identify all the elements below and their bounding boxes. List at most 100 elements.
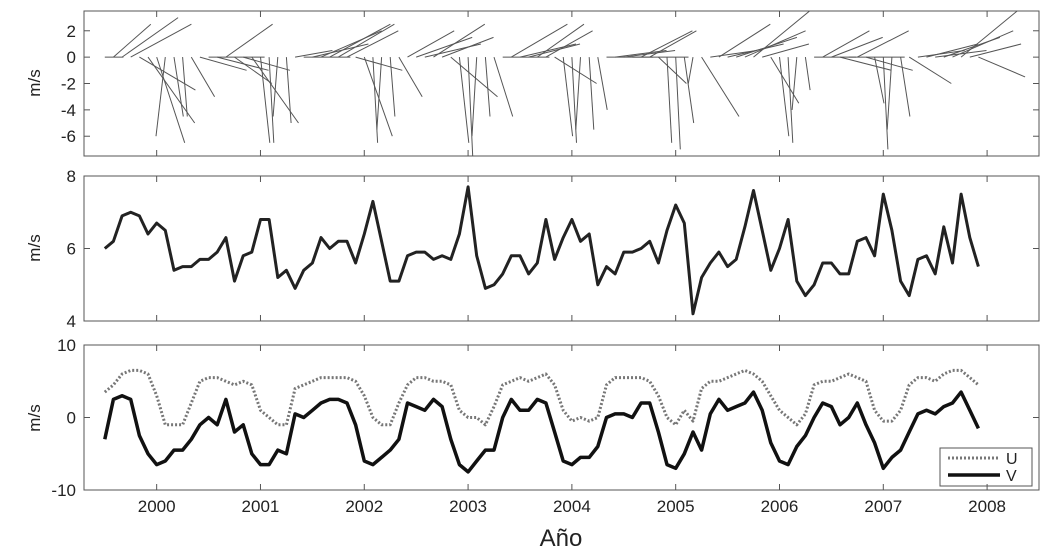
vector-stick (908, 56, 952, 84)
vector-stick (687, 57, 694, 84)
vector-stick (960, 11, 1018, 58)
vector-stick (519, 43, 577, 58)
vector-stick (320, 30, 382, 58)
vector-stick (493, 56, 514, 117)
vector-stick (243, 56, 291, 71)
vector-panel: 2 0 -2 -4 -6 m/s (25, 10, 1040, 157)
vector-stick (804, 57, 811, 91)
vector-stick (407, 30, 455, 58)
components-y-tick-label: 10 (57, 336, 76, 355)
x-tick-label: 2000 (138, 497, 176, 516)
vector-stick (260, 57, 271, 143)
vectors-y-tick-label: -2 (61, 75, 76, 94)
vector-stick (865, 56, 913, 71)
speed-y-tick-label: 4 (67, 312, 76, 331)
vector-stick (329, 23, 391, 58)
vector-stick (753, 11, 810, 58)
vector-stick (130, 23, 192, 58)
vector-stick (649, 30, 697, 58)
vector-stick (389, 57, 396, 117)
vectors-y-tick-label: 0 (67, 48, 76, 67)
speed-y-tick-label: 6 (67, 240, 76, 259)
vector-stick (575, 57, 581, 130)
v-series-line (103, 390, 980, 474)
vector-stick (363, 56, 393, 137)
vector-stick (511, 23, 568, 58)
vector-stick (882, 57, 889, 150)
vector-stick (139, 56, 196, 91)
vector-stick (787, 57, 794, 143)
x-tick-label: 2004 (553, 497, 591, 516)
vector-stick (640, 30, 693, 58)
components-y-ticks: 10 0 -10 (51, 336, 1039, 500)
u-series-line (103, 368, 980, 427)
vector-stick (471, 57, 478, 137)
vectors-y-tick-label: -6 (61, 127, 76, 146)
vector-stick (199, 56, 247, 71)
vector-stick (779, 57, 790, 137)
vector-stick (113, 23, 152, 58)
components-y-tick-label: 0 (67, 409, 76, 428)
vector-stick (272, 57, 279, 117)
vector-stick (554, 56, 597, 84)
vector-sticks (104, 11, 1026, 156)
vector-stick (285, 57, 292, 124)
vector-stick (121, 17, 179, 58)
speed-y-tick-label: 8 (67, 167, 76, 186)
x-tick-label: 2008 (968, 497, 1006, 516)
vector-stick (190, 56, 216, 97)
vector-stick (372, 57, 379, 143)
speed-series-line (103, 185, 980, 316)
vector-stick (744, 30, 806, 58)
components-panel: 10 0 -10 m/s U V (25, 336, 1040, 500)
vector-stick (147, 56, 196, 124)
x-tick-label: 2005 (657, 497, 695, 516)
x-tick-label: 2007 (864, 497, 902, 516)
vector-stick (484, 57, 491, 117)
x-tick-label: 2006 (761, 497, 799, 516)
x-tick-label: 2003 (449, 497, 487, 516)
vector-stick (588, 57, 595, 130)
vector-stick (398, 56, 423, 97)
vector-stick (441, 36, 494, 58)
vectors-y-tick-label: -4 (61, 101, 76, 120)
vector-stick (762, 43, 810, 58)
vector-stick (597, 57, 608, 110)
vector-stick (831, 36, 883, 58)
vector-stick (623, 50, 676, 58)
vector-y-ticks: 2 0 -2 -4 -6 (61, 22, 1039, 146)
components-panel-frame (83, 344, 1040, 491)
legend-u-label: U (1006, 451, 1018, 468)
vector-y-label: m/s (25, 69, 44, 96)
vector-stick (874, 57, 885, 104)
vector-stick (952, 30, 1014, 58)
x-tick-label: 2002 (345, 497, 383, 516)
vector-stick (528, 43, 581, 58)
vector-stick (376, 57, 383, 130)
vector-stick (683, 57, 695, 124)
speed-y-label: m/s (25, 234, 44, 261)
vector-stick (338, 23, 395, 58)
x-axis-ticks: 2000 2001 2002 2003 2004 2005 2006 2007 2008 (138, 11, 1006, 516)
vector-stick (416, 36, 473, 58)
vector-stick (666, 57, 673, 143)
vector-stick (537, 23, 585, 58)
components-y-tick-label: -10 (51, 481, 76, 500)
vector-stick (839, 56, 892, 71)
legend: U V (939, 447, 1033, 487)
vector-stick (155, 57, 166, 137)
vector-stick (545, 30, 593, 58)
legend-v-label: V (1006, 468, 1017, 485)
vector-stick (346, 30, 399, 58)
vector-stick (355, 56, 403, 71)
vector-stick (900, 57, 911, 117)
vector-stick (770, 56, 800, 104)
vector-stick (450, 56, 498, 98)
x-tick-label: 2001 (242, 497, 280, 516)
vector-stick (886, 57, 893, 130)
vector-stick (658, 56, 687, 84)
vector-stick (857, 30, 909, 58)
vector-stick (969, 43, 1022, 58)
vector-stick (978, 56, 1026, 78)
vector-stick (675, 57, 681, 150)
